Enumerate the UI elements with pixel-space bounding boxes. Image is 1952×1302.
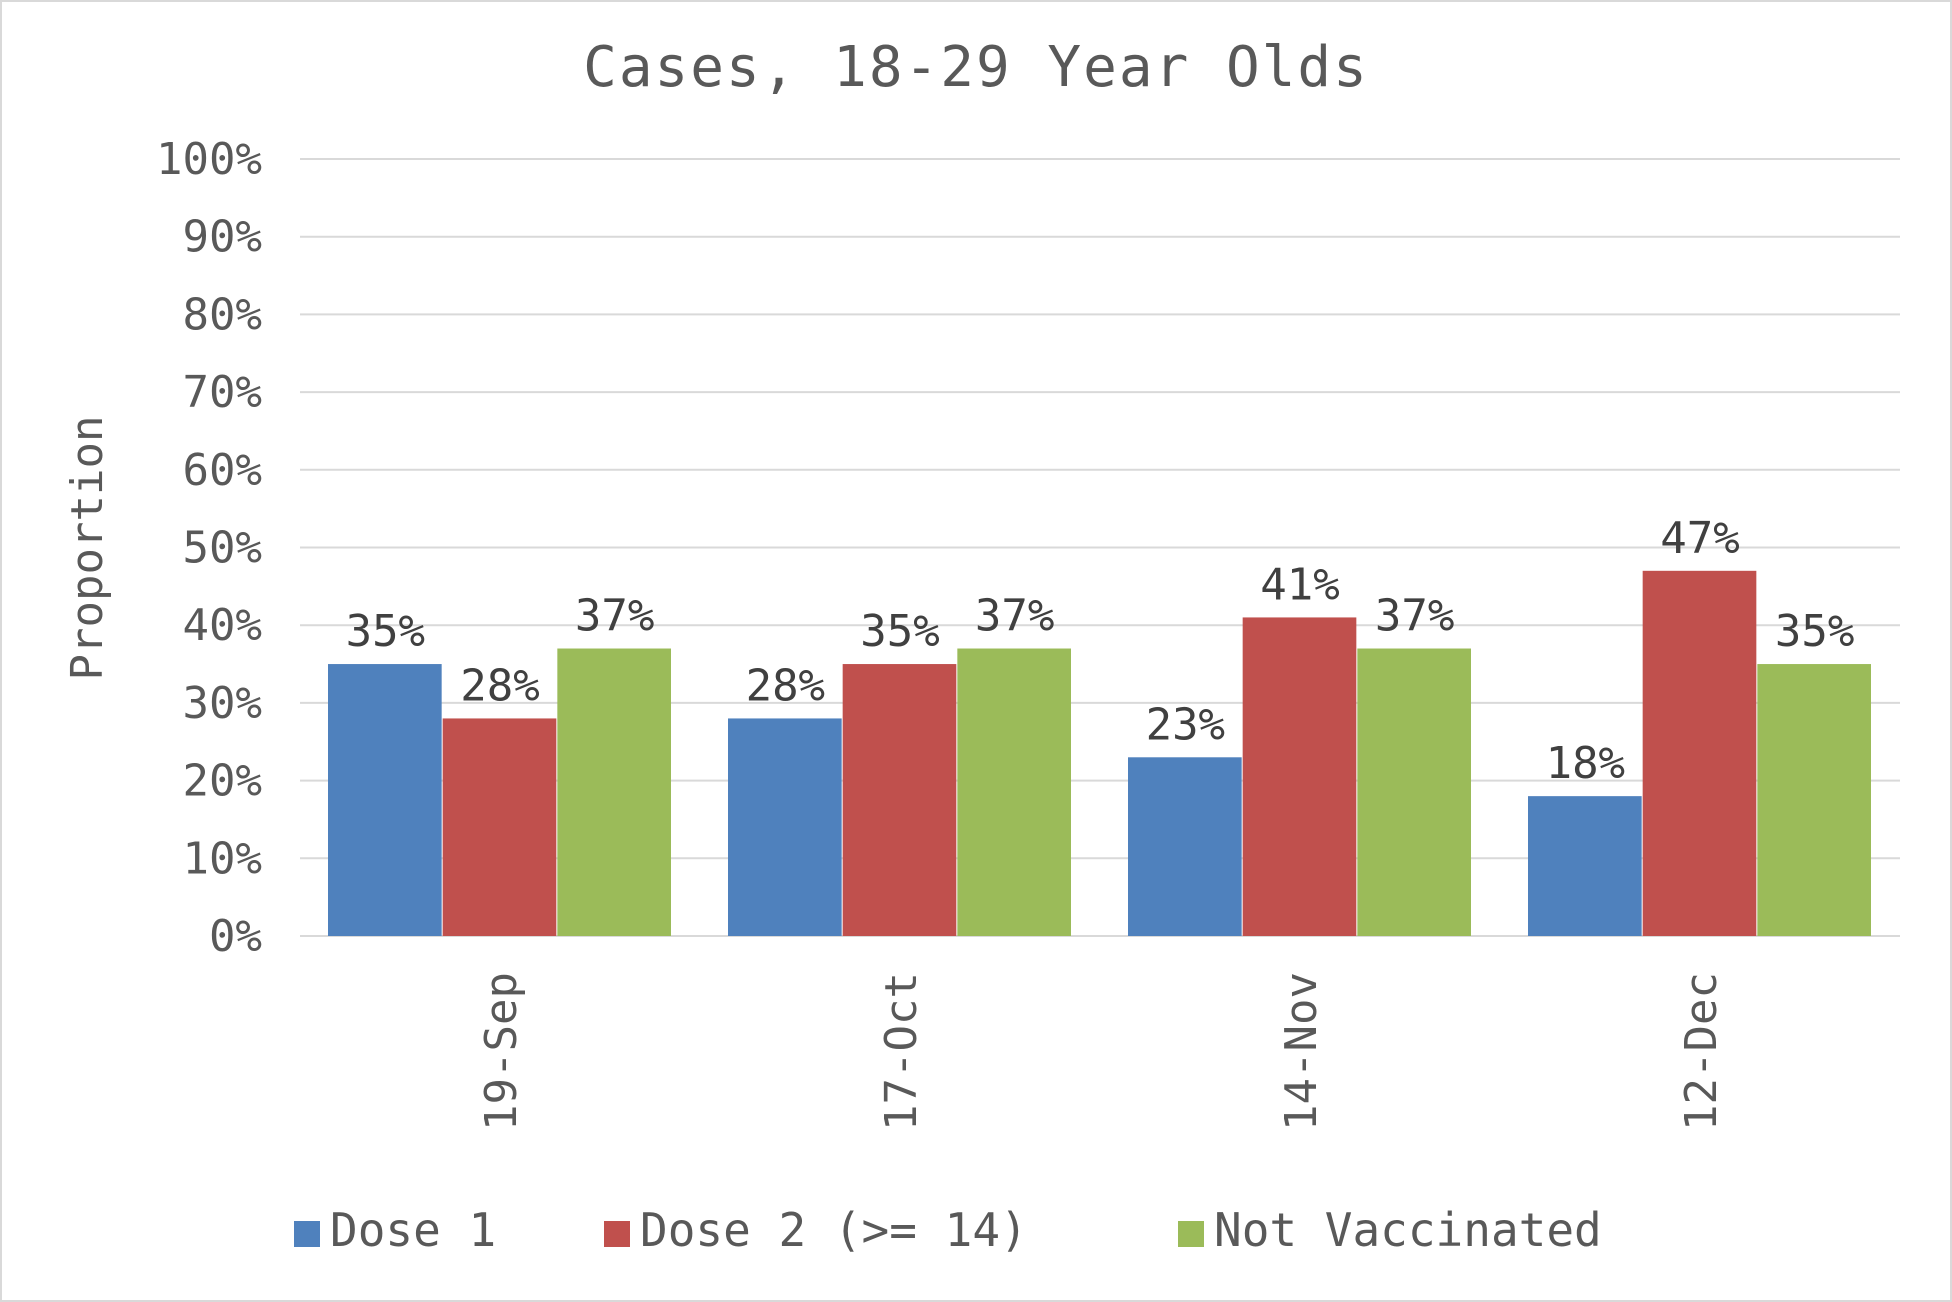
bar [728, 718, 842, 936]
y-tick-label: 70% [183, 367, 262, 418]
y-tick-label: 60% [183, 445, 262, 496]
legend-swatch [1178, 1221, 1204, 1247]
legend-swatch [604, 1221, 630, 1247]
data-label: 41% [1260, 559, 1339, 610]
bar [1757, 664, 1871, 936]
bar [442, 718, 557, 936]
bar [1128, 757, 1242, 936]
bar [557, 648, 671, 936]
bar [957, 648, 1071, 936]
bar [842, 664, 957, 936]
y-tick-label: 0% [209, 911, 262, 962]
data-label: 47% [1660, 513, 1739, 564]
y-tick-label: 50% [183, 523, 262, 574]
data-label: 28% [746, 660, 825, 711]
y-tick-label: 100% [156, 134, 262, 185]
bar [1242, 617, 1357, 936]
bar [1642, 570, 1757, 936]
legend-label: Dose 1 [330, 1203, 496, 1257]
legend-swatch [294, 1221, 320, 1247]
data-label: 23% [1146, 699, 1225, 750]
y-tick-label: 10% [183, 833, 262, 884]
data-label: 18% [1546, 738, 1625, 789]
chart-title: Cases, 18-29 Year Olds [583, 35, 1369, 100]
data-label: 35% [860, 606, 939, 657]
y-tick-label: 90% [183, 212, 262, 263]
bars [328, 570, 1871, 936]
x-tick-label: 19-Sep [476, 972, 527, 1131]
x-tick-label: 17-Oct [876, 972, 927, 1131]
y-tick-label: 40% [183, 600, 262, 651]
data-label: 35% [1775, 606, 1854, 657]
y-tick-label: 20% [183, 756, 262, 807]
y-tick-label: 30% [183, 678, 262, 729]
y-tick-label: 80% [183, 289, 262, 340]
y-axis-title: Proportion [62, 416, 113, 681]
data-label: 37% [1375, 591, 1454, 642]
legend-label: Dose 2 (>= 14) [640, 1203, 1028, 1257]
bar [1528, 796, 1642, 936]
bar [328, 664, 442, 936]
x-tick-label: 14-Nov [1276, 972, 1327, 1131]
x-tick-label: 12-Dec [1676, 972, 1727, 1131]
data-label: 37% [975, 591, 1054, 642]
legend-label: Not Vaccinated [1214, 1203, 1602, 1257]
data-label: 35% [346, 606, 425, 657]
legend: Dose 1 Dose 2 (>= 14) Not Vaccinated [294, 1203, 1602, 1257]
data-label: 37% [575, 591, 654, 642]
y-axis-ticks: 0% 10% 20% 30% 40% 50% 60% 70% 80% 90% 100% [156, 134, 262, 962]
data-labels: 35% 28% 37% 28% 35% 37% 23% 41% 37% 18% 47% 35% [346, 513, 1855, 789]
x-axis-ticks: 19-Sep 17-Oct 14-Nov 12-Dec [476, 972, 1727, 1131]
data-label: 28% [460, 660, 539, 711]
bar [1357, 648, 1471, 936]
